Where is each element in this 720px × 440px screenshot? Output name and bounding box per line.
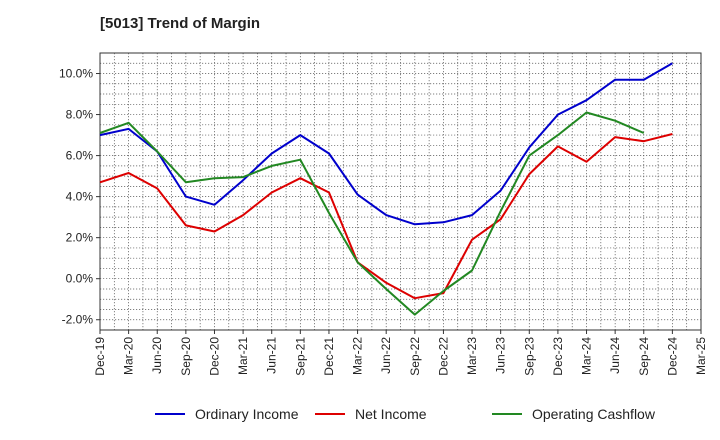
x-tick-label: Sep-21 — [293, 337, 307, 376]
y-tick-label: 0.0% — [66, 272, 94, 286]
series-lines — [99, 62, 673, 316]
x-tick-label: Sep-20 — [179, 337, 193, 376]
x-tick-label: Dec-22 — [436, 337, 450, 376]
y-tick-label: 6.0% — [66, 149, 94, 163]
net-income-line — [99, 133, 673, 300]
ordinary-income-line — [99, 62, 673, 226]
y-tick-label: 8.0% — [66, 108, 94, 122]
x-tick-label: Jun-21 — [265, 337, 279, 374]
x-tick-label: Jun-23 — [494, 337, 508, 374]
x-tick-label: Dec-19 — [93, 337, 107, 376]
x-tick-label: Dec-23 — [551, 337, 565, 376]
x-tick-label: Mar-21 — [236, 337, 250, 375]
y-tick-label: 10.0% — [59, 67, 93, 81]
y-tick-label: -2.0% — [62, 313, 94, 327]
grid — [99, 52, 702, 331]
x-tick-label: Mar-24 — [580, 337, 594, 375]
legend-label-ordinary-income: Ordinary Income — [195, 406, 299, 422]
x-tick-label: Mar-23 — [465, 337, 479, 375]
axes: -2.0% 0.0% 2.0% 4.0% 6.0% 8.0% 10.0% Dec-19 Mar-… — [59, 52, 708, 376]
y-tick-label: 2.0% — [66, 231, 94, 245]
x-tick-label: Mar-25 — [694, 337, 708, 375]
plot-frame — [99, 52, 702, 331]
x-tick-label: Sep-24 — [637, 337, 651, 376]
legend-label-net-income: Net Income — [355, 406, 427, 422]
operating-cashflow-line — [99, 111, 645, 316]
x-tick-label: Sep-22 — [408, 337, 422, 376]
legend-label-operating-cashflow: Operating Cashflow — [532, 406, 656, 422]
x-tick-label: Mar-20 — [122, 337, 136, 375]
x-tick-label: Sep-23 — [522, 337, 536, 376]
x-tick-label: Jun-24 — [608, 337, 622, 374]
x-tick-label: Dec-21 — [322, 337, 336, 376]
x-tick-label: Mar-22 — [351, 337, 365, 375]
y-tick-label: 4.0% — [66, 190, 94, 204]
x-tick-label: Jun-22 — [379, 337, 393, 374]
x-tick-label: Jun-20 — [150, 337, 164, 374]
x-tick-label: Dec-20 — [207, 337, 221, 376]
x-tick-label: Dec-24 — [665, 337, 679, 376]
chart-title: [5013] Trend of Margin — [100, 15, 261, 32]
legend: Ordinary Income Net Income Operating Cashf… — [155, 406, 656, 422]
